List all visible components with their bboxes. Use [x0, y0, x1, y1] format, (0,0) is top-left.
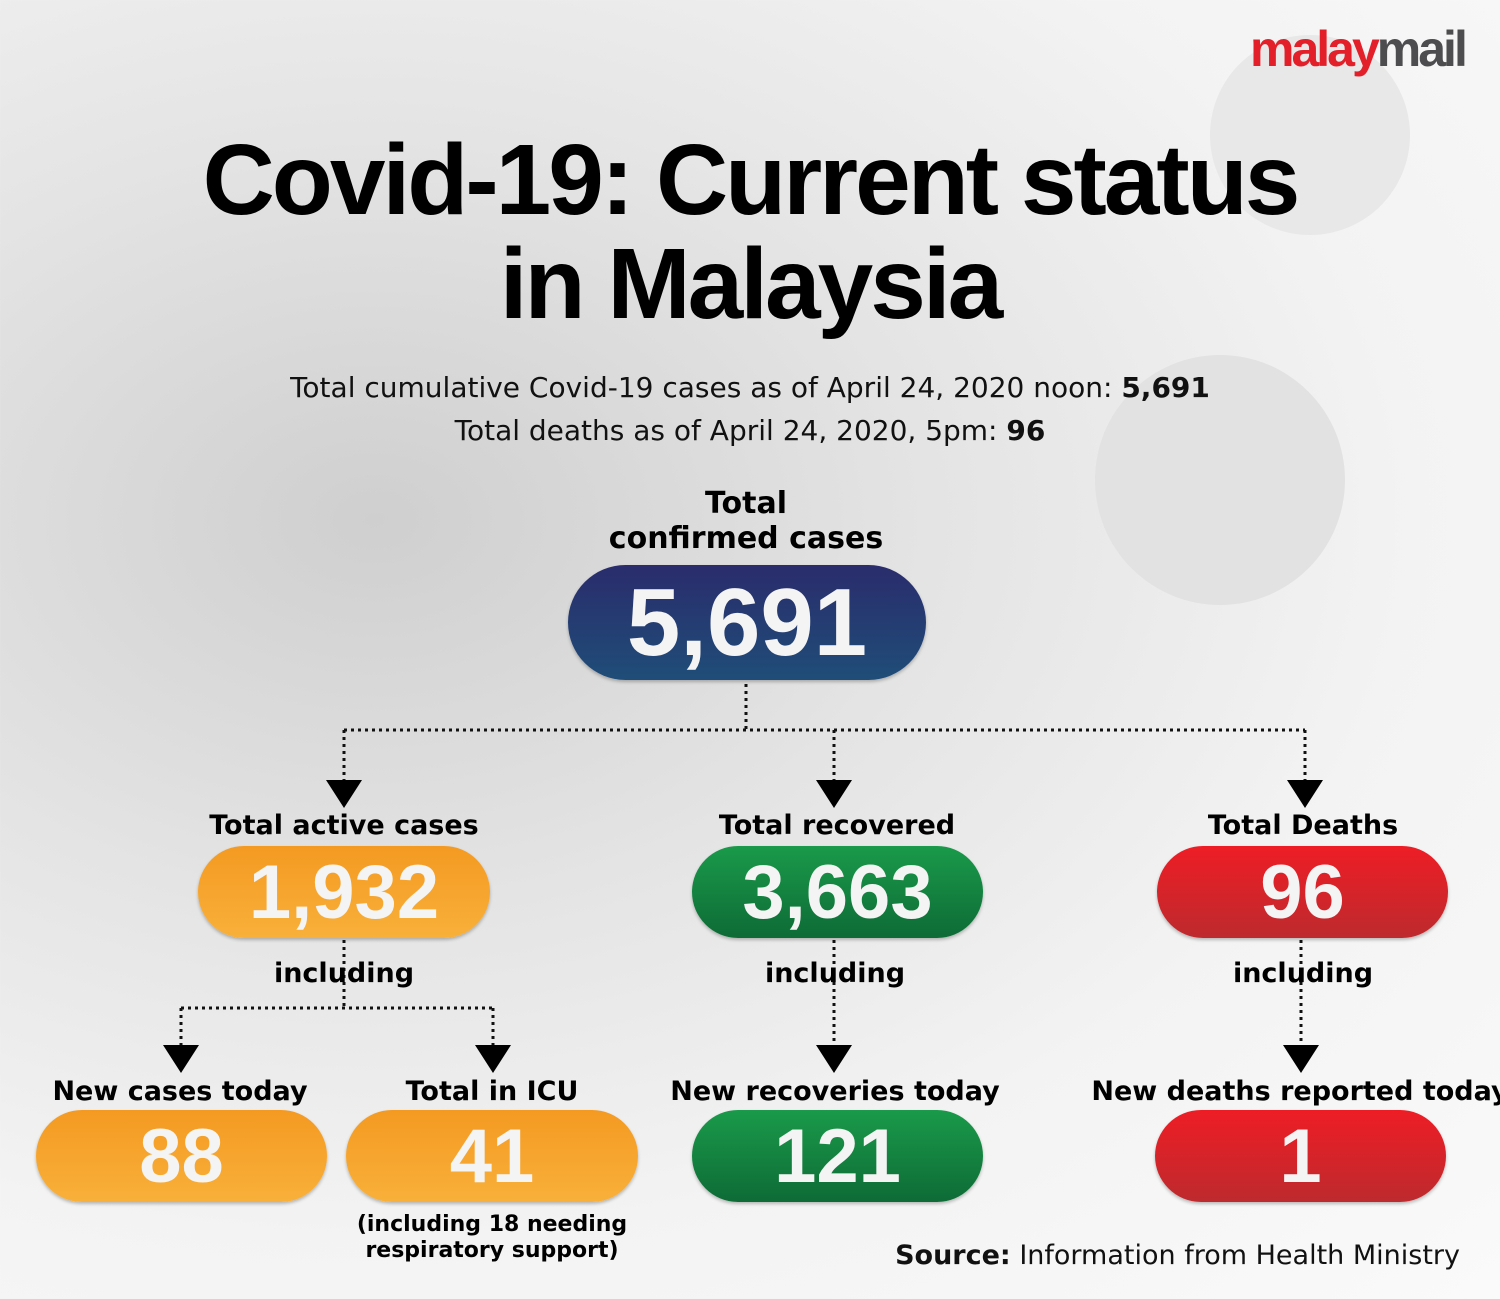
new-cases-label: New cases today — [52, 1076, 308, 1107]
active-cases-label: Total active cases — [209, 810, 479, 841]
virus-illustration — [1095, 355, 1345, 605]
icu-label: Total in ICU — [405, 1076, 579, 1107]
cumulative-cases-line: Total cumulative Covid-19 cases as of Ap… — [290, 371, 1210, 404]
source-credit: Source: Information from Health Ministry — [895, 1240, 1460, 1271]
total-confirmed-label: Total confirmed cases — [608, 486, 884, 556]
virus-illustration-small — [1210, 35, 1410, 235]
new-deaths-label: New deaths reported today — [1091, 1076, 1500, 1107]
icu-note: (including 18 needing respiratory support… — [356, 1212, 628, 1263]
new-recoveries-label: New recoveries today — [670, 1076, 1000, 1107]
new-deaths-value: 1 — [1155, 1110, 1446, 1202]
recovered-label: Total recovered — [718, 810, 956, 841]
total-confirmed-value: 5,691 — [568, 565, 926, 680]
active-including-label: including — [273, 958, 415, 989]
deaths-label: Total Deaths — [1207, 810, 1399, 841]
new-cases-value: 88 — [36, 1110, 327, 1202]
total-deaths-line: Total deaths as of April 24, 2020, 5pm: … — [454, 414, 1046, 447]
deaths-including-label: including — [1232, 958, 1374, 989]
recovered-including-label: including — [764, 958, 906, 989]
recovered-value: 3,663 — [692, 846, 983, 938]
icu-value: 41 — [346, 1110, 638, 1202]
page-title: Covid-19: Current status in Malaysia — [202, 124, 1301, 340]
new-recoveries-value: 121 — [692, 1110, 983, 1202]
malaymail-logo: malaymail — [1250, 21, 1468, 77]
active-cases-value: 1,932 — [198, 846, 490, 938]
deaths-value: 96 — [1157, 846, 1448, 938]
